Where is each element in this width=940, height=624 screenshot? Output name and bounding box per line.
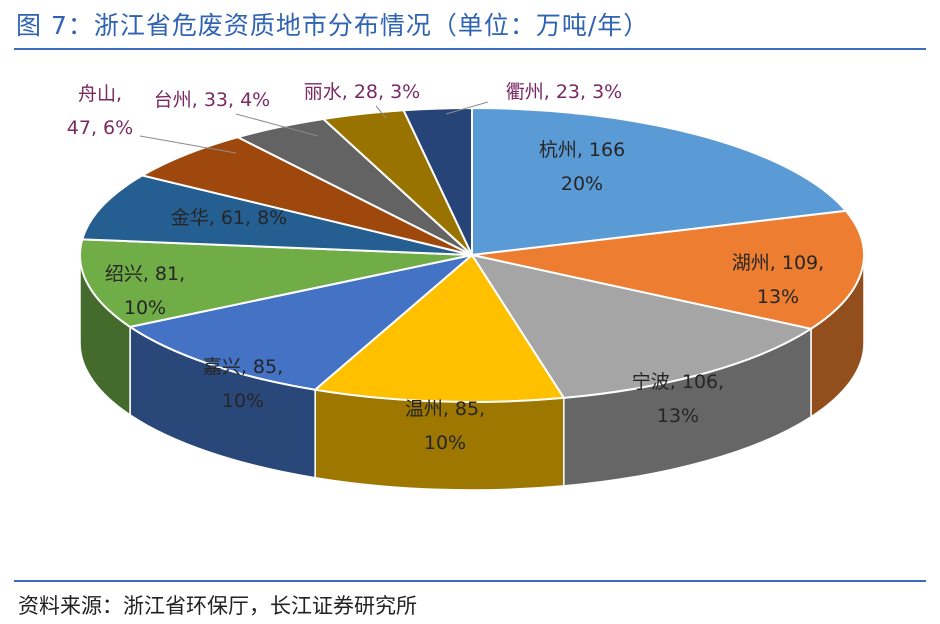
pie-slice-7 [80,174,473,256]
data-label-line1: 绍兴, 81, [105,263,185,285]
pie-slices [79,106,865,403]
source-divider [14,580,926,582]
title-divider [14,48,926,50]
data-label-line2: 47, 6% [67,117,133,139]
pie-slice-3 [469,253,814,399]
pie-side-walls [79,254,865,491]
leader-line-11 [445,101,489,115]
data-label-line1: 温州, 85, [405,398,485,420]
data-label-11: 衢州, 23, 3% [506,81,622,103]
data-label-line1: 嘉兴, 85, [203,356,283,378]
data-label-5: 嘉兴, 85, 10% [203,356,283,412]
data-label-7: 金华, 61, 8% [171,207,287,229]
pie-slice-6 [79,238,473,328]
data-label-4: 温州, 85, 10% [405,398,485,454]
pie-slice-8 [139,136,473,256]
pie-slice-11 [402,106,473,256]
chart-title: 图 7：浙江省危废资质地市分布情况（单位：万吨/年） [16,11,650,40]
data-label-line2: 13% [757,286,799,308]
data-label-line1: 湖州, 109, [732,252,824,274]
data-label-9: 台州, 33, 4% [154,89,270,111]
data-label-line1: 宁波, 106, [632,371,724,393]
pie-chart: 杭州, 166 20% 湖州, 109, 13% 宁波, 106, 13% 温州, 85, 1… [67,81,865,491]
data-label-line1: 衢州, 23, 3% [506,81,622,103]
data-label-line1: 舟山, [78,83,122,105]
data-label-10: 丽水, 28, 3% [304,81,420,103]
data-label-line2: 13% [657,405,699,427]
data-label-line1: 台州, 33, 4% [154,89,270,111]
data-label-2: 湖州, 109, 13% [732,252,824,308]
pie-chart-area: 杭州, 166 20% 湖州, 109, 13% 宁波, 106, 13% 温州, 85, 1… [0,58,940,578]
data-label-line1: 丽水, 28, 3% [304,81,420,103]
data-label-line2: 10% [424,432,466,454]
pie-slice-1 [471,106,848,257]
data-label-line1: 杭州, 166 [539,139,625,161]
data-label-3: 宁波, 106, 13% [632,371,724,427]
data-label-line2: 10% [222,390,264,412]
leader-line-8 [139,135,237,154]
pie-labels: 杭州, 166 20% 湖州, 109, 13% 宁波, 106, 13% 温州, 85, 1… [67,81,824,454]
data-label-8: 舟山, 47, 6% [67,83,133,139]
data-label-6: 绍兴, 81, 10% [105,263,185,319]
data-label-1: 杭州, 166 20% [539,139,625,195]
pie-slice-5 [127,254,473,391]
pie-slice-2 [471,209,865,330]
source-note: 资料来源：浙江省环保厅，长江证券研究所 [18,594,417,618]
leader-line-10 [375,105,387,119]
data-label-line2: 20% [561,173,603,195]
data-label-line2: 10% [124,297,166,319]
data-label-line1: 金华, 61, 8% [171,207,287,229]
leader-line-9 [235,113,319,137]
pie-slice-4 [312,253,566,403]
